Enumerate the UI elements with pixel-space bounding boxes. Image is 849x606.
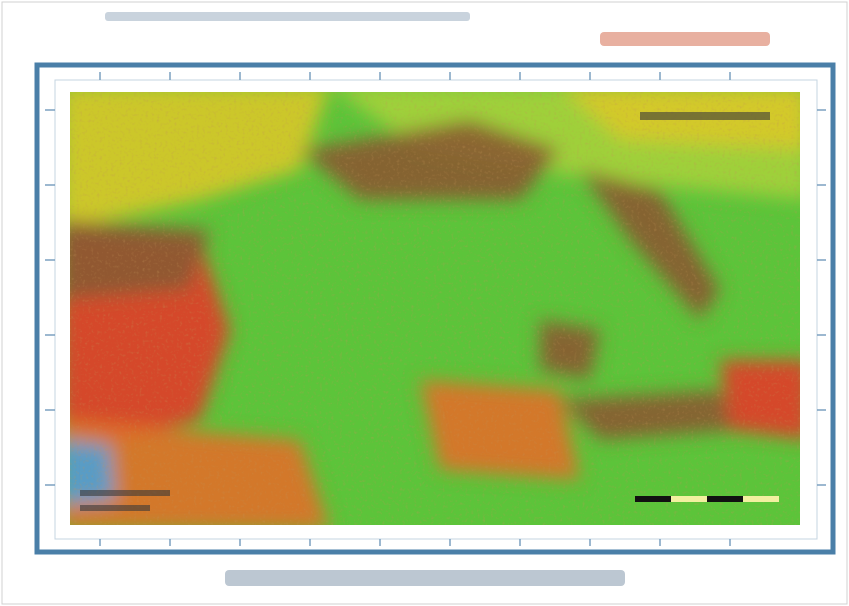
scale-segment xyxy=(707,496,743,502)
map-page xyxy=(0,0,849,606)
texture xyxy=(70,92,800,525)
scale-segment xyxy=(743,496,779,502)
terrain xyxy=(60,85,810,530)
scale-segment xyxy=(671,496,707,502)
scale-segment xyxy=(635,496,671,502)
scale-bar xyxy=(635,496,779,502)
